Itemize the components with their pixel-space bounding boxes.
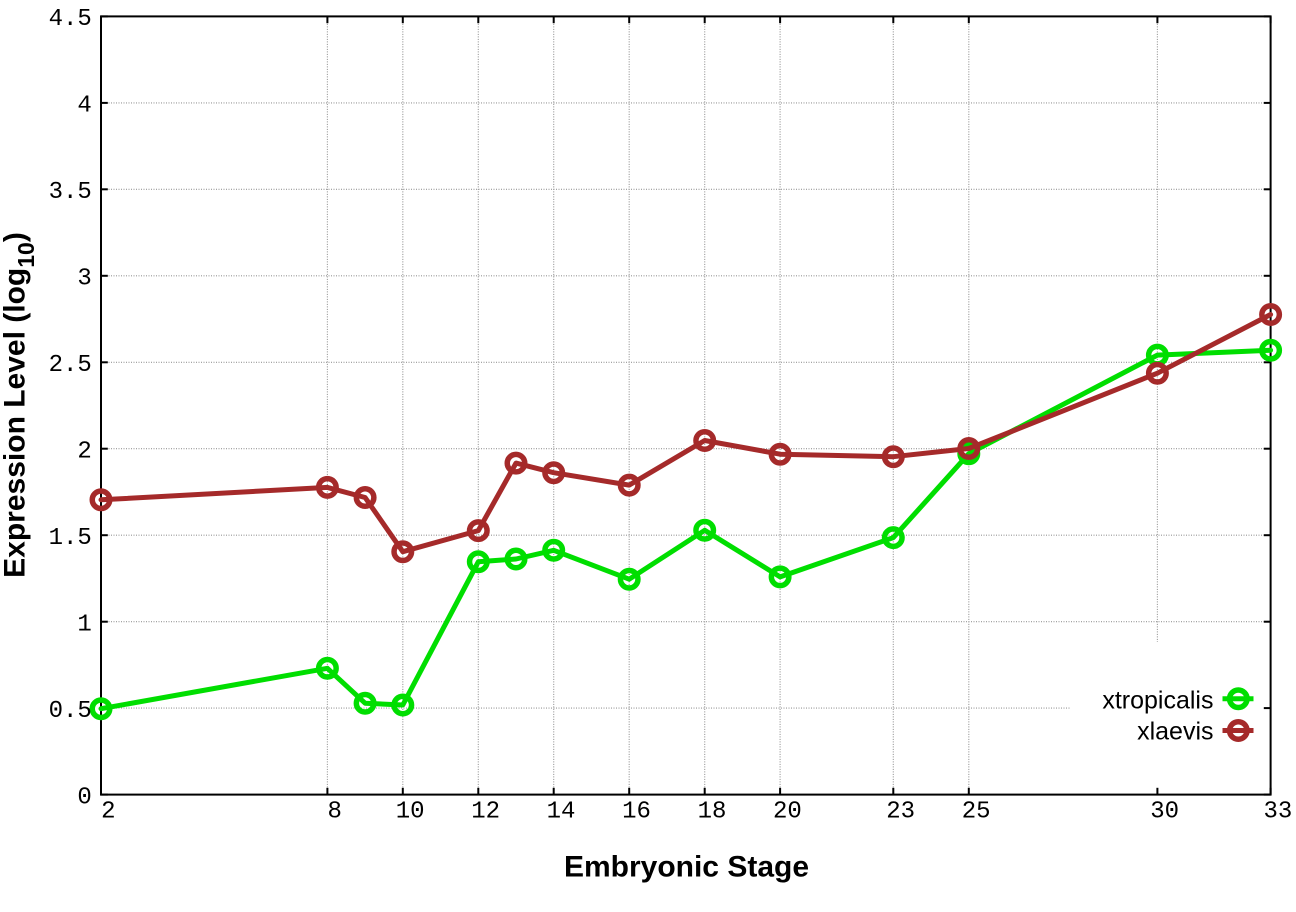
svg-text:18: 18	[698, 799, 727, 826]
svg-text:14: 14	[547, 799, 576, 826]
svg-text:1.5: 1.5	[49, 525, 92, 552]
svg-text:3.5: 3.5	[49, 179, 92, 206]
svg-text:4.5: 4.5	[49, 6, 92, 33]
svg-text:33: 33	[1263, 799, 1292, 826]
svg-text:25: 25	[962, 799, 991, 826]
svg-text:20: 20	[773, 799, 802, 826]
svg-text:8: 8	[327, 799, 341, 826]
svg-text:10: 10	[396, 799, 425, 826]
svg-text:xlaevis: xlaevis	[1137, 718, 1213, 746]
svg-text:1: 1	[77, 612, 91, 639]
svg-text:30: 30	[1150, 799, 1179, 826]
svg-text:3: 3	[77, 266, 91, 293]
svg-text:2.5: 2.5	[49, 352, 92, 379]
svg-text:12: 12	[471, 799, 500, 826]
svg-text:23: 23	[886, 799, 915, 826]
svg-text:2: 2	[77, 439, 91, 466]
svg-text:Embryonic Stage: Embryonic Stage	[564, 850, 809, 883]
svg-text:xtropicalis: xtropicalis	[1102, 686, 1213, 714]
svg-text:2: 2	[101, 799, 115, 826]
svg-text:4: 4	[77, 93, 91, 120]
svg-text:16: 16	[622, 799, 651, 826]
svg-text:0: 0	[77, 784, 91, 811]
svg-text:0.5: 0.5	[49, 698, 92, 725]
